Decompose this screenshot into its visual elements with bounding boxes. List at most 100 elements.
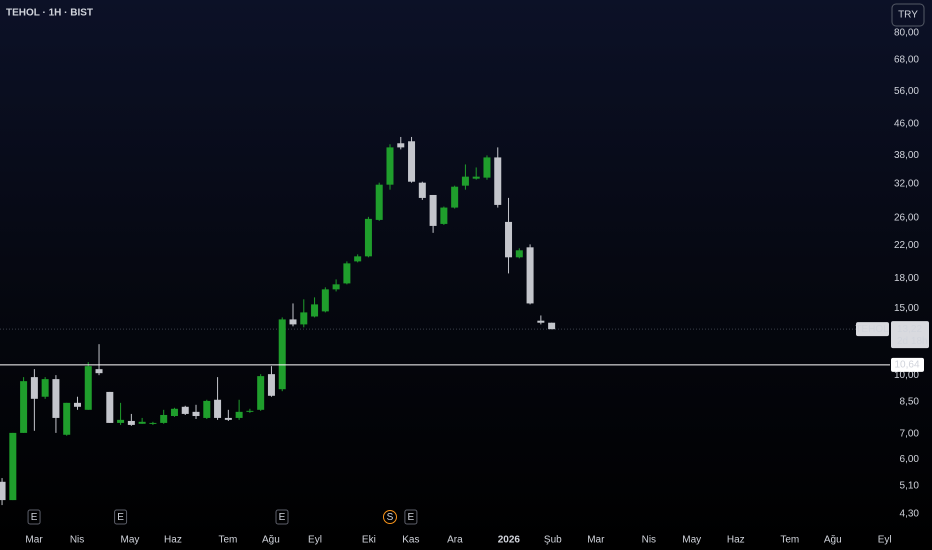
candle-body <box>278 319 286 390</box>
candle-body <box>203 400 211 418</box>
currency-label[interactable]: TRY <box>898 10 918 21</box>
candle-body <box>0 481 6 501</box>
x-tick-label: Tem <box>218 535 237 546</box>
candle-body <box>52 379 60 418</box>
x-tick-label: Mar <box>25 535 43 546</box>
candle-body <box>170 408 178 417</box>
candle-body <box>289 319 297 325</box>
candle-body <box>30 377 38 399</box>
candle-body <box>364 218 372 257</box>
currency-button[interactable] <box>891 3 925 27</box>
candle-body <box>257 376 265 410</box>
symbol-tag-box <box>856 322 889 337</box>
candle-body <box>41 379 49 397</box>
y-tick-label: 18,00 <box>894 273 919 284</box>
candle-body <box>505 221 513 258</box>
candle-body <box>224 417 232 420</box>
y-tick-label: 26,00 <box>894 213 919 224</box>
y-tick-label: 10,00 <box>894 370 919 381</box>
x-tick-label: Tem <box>780 535 799 546</box>
x-tick-label: Ağu <box>262 535 280 546</box>
y-tick-label: 68,00 <box>894 54 919 65</box>
candle-body <box>311 304 319 317</box>
candle-body <box>246 410 254 412</box>
candle-body <box>526 247 534 304</box>
x-tick-label: 2026 <box>498 535 521 546</box>
last-price-box <box>891 321 929 349</box>
candle-body <box>332 284 340 290</box>
candle-body <box>73 402 81 407</box>
x-tick-label: Nis <box>70 535 84 546</box>
last-price-label: 13,22 <box>897 324 922 335</box>
event-marker[interactable] <box>114 509 128 525</box>
x-tick-label: Eyl <box>878 535 892 546</box>
candle-body <box>138 421 146 424</box>
candle-body <box>440 207 448 224</box>
x-tick-label: Haz <box>727 535 745 546</box>
candle-body <box>515 250 523 258</box>
x-tick-label: Eki <box>362 535 376 546</box>
event-marker[interactable] <box>275 509 289 525</box>
candle-body <box>386 147 394 185</box>
candle-body <box>267 374 275 396</box>
candle-body <box>84 366 92 410</box>
y-tick-label: 32,00 <box>894 178 919 189</box>
event-marker[interactable] <box>404 509 418 525</box>
candle-body <box>548 322 556 330</box>
candle-body <box>494 157 502 205</box>
event-label[interactable]: E <box>408 512 415 523</box>
y-tick-label: 56,00 <box>894 86 919 97</box>
x-tick-label: Şub <box>544 535 562 546</box>
x-tick-label: Haz <box>164 535 182 546</box>
candle-body <box>20 381 28 433</box>
event-label[interactable]: E <box>117 512 124 523</box>
event-label[interactable]: E <box>279 512 286 523</box>
y-tick-label: 4,30 <box>900 509 920 520</box>
y-tick-label: 5,10 <box>900 481 920 492</box>
candle-body <box>483 157 491 178</box>
y-tick-label: 22,00 <box>894 240 919 251</box>
y-tick-label: 6,00 <box>900 454 920 465</box>
candle-body <box>408 141 416 182</box>
candle-body <box>321 289 329 312</box>
candle-body <box>235 411 243 418</box>
candle-body <box>127 420 135 425</box>
y-tick-label: 8,50 <box>900 397 920 408</box>
candle-body <box>192 411 200 417</box>
event-marker[interactable] <box>382 510 397 524</box>
candle-body <box>354 256 362 262</box>
candle-body <box>537 320 545 323</box>
candle-body <box>451 186 459 208</box>
candle-body <box>461 176 469 186</box>
x-tick-label: Ağu <box>824 535 842 546</box>
x-tick-label: Mar <box>587 535 605 546</box>
candle-body <box>95 369 103 374</box>
x-tick-label: Ara <box>447 535 463 546</box>
x-tick-label: Kas <box>402 535 419 546</box>
x-tick-label: Eyl <box>308 535 322 546</box>
candle-body <box>472 176 480 179</box>
candle-body <box>181 406 189 414</box>
candle-body <box>149 422 157 424</box>
candle-body <box>300 312 308 325</box>
candle-body <box>397 143 405 148</box>
x-tick-label: May <box>682 535 701 546</box>
y-tick-label: 80,00 <box>894 28 919 39</box>
candle-body <box>375 184 383 220</box>
countdown-label: 2d 18h <box>897 336 928 347</box>
event-label[interactable]: E <box>31 512 38 523</box>
x-tick-label: May <box>121 535 140 546</box>
event-marker[interactable] <box>27 509 41 525</box>
chart-title: TEHOL · 1H · BIST <box>6 8 93 19</box>
candle-body <box>214 399 222 418</box>
candle-body <box>160 414 168 423</box>
event-label[interactable]: S <box>387 512 394 523</box>
hline-label-box <box>891 357 924 372</box>
hline-label: 10,64 <box>894 360 919 371</box>
y-tick-label: 7,00 <box>900 428 920 439</box>
candle-body <box>9 432 17 501</box>
y-tick-label: 46,00 <box>894 119 919 130</box>
candle-body <box>117 419 125 423</box>
